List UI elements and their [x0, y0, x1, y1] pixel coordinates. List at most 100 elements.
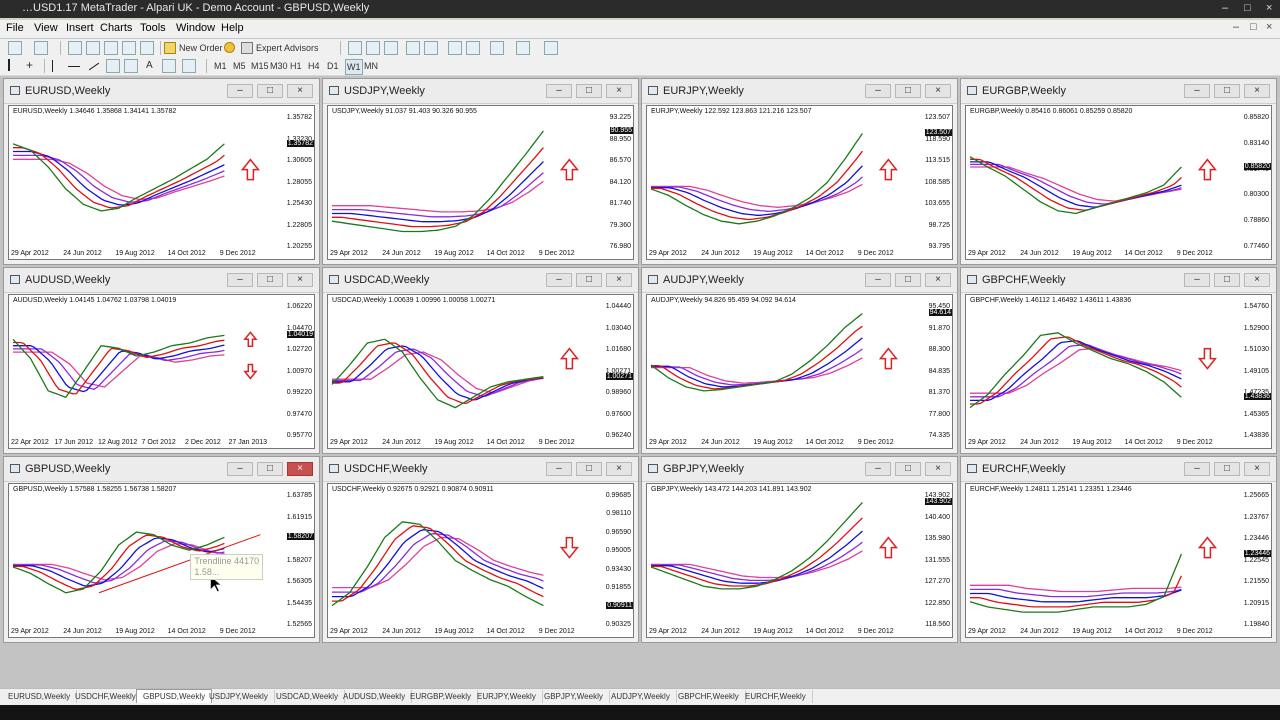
chart-close-button[interactable]: × — [606, 273, 632, 287]
timeframe-d1[interactable]: D1 — [327, 61, 339, 71]
chart-tab[interactable]: GBPJPY,Weekly — [538, 690, 610, 703]
chart-tab[interactable]: AUDUSD,Weekly — [337, 690, 413, 703]
chart-plot-area[interactable]: GBPJPY,Weekly 143.472 144.203 141.891 14… — [646, 483, 953, 638]
menu-insert[interactable]: Insert — [66, 22, 94, 34]
chart-maximize-button[interactable]: □ — [895, 84, 921, 98]
chart-plot-area[interactable]: EURUSD,Weekly 1.34646 1.35868 1.34141 1.… — [8, 105, 315, 260]
chart-plot-area[interactable]: USDCHF,Weekly 0.92675 0.92921 0.90874 0.… — [327, 483, 634, 638]
chart-tab[interactable]: USDCAD,Weekly — [270, 690, 346, 703]
timeframe-m30[interactable]: M30 — [270, 61, 288, 71]
chart-maximize-button[interactable]: □ — [1214, 273, 1240, 287]
minimize-window-button[interactable]: – — [1222, 2, 1229, 14]
text-tool-icon[interactable]: A — [146, 60, 153, 71]
new-order-button[interactable]: New Order — [179, 43, 223, 53]
chart-close-button[interactable]: × — [287, 84, 313, 98]
chart-window-titlebar[interactable]: EURGBP,Weekly – □ × — [961, 79, 1276, 104]
chart-tab[interactable]: GBPUSD,Weekly — [136, 689, 213, 703]
chart-close-button[interactable]: × — [287, 462, 313, 476]
close-window-button[interactable]: × — [1266, 2, 1273, 14]
timeframe-h4[interactable]: H4 — [308, 61, 320, 71]
chart-minimize-button[interactable]: – — [227, 84, 253, 98]
chart-window-titlebar[interactable]: GBPUSD,Weekly – □ × — [4, 457, 319, 482]
chart-tab[interactable]: USDJPY,Weekly — [203, 690, 275, 703]
terminal-icon[interactable] — [122, 41, 136, 55]
timeframe-m5[interactable]: M5 — [233, 61, 246, 71]
navigator-icon[interactable] — [104, 41, 118, 55]
zoom-out-icon[interactable] — [424, 41, 438, 55]
chart-tab[interactable]: EURUSD,Weekly — [2, 690, 78, 703]
chart-window-titlebar[interactable]: GBPCHF,Weekly – □ × — [961, 268, 1276, 293]
chart-window-eurgbp[interactable]: EURGBP,Weekly – □ × EURGBP,Weekly 0.8541… — [960, 78, 1277, 265]
chart-tab[interactable]: USDCHF,Weekly — [69, 690, 143, 703]
timeframe-m15[interactable]: M15 — [251, 61, 269, 71]
chart-window-usdjpy[interactable]: USDJPY,Weekly – □ × USDJPY,Weekly 91.037… — [322, 78, 639, 265]
fibonacci-icon[interactable] — [124, 59, 138, 73]
periods-icon[interactable] — [516, 41, 530, 55]
market-watch-icon[interactable] — [68, 41, 82, 55]
chart-window-titlebar[interactable]: USDJPY,Weekly – □ × — [323, 79, 638, 104]
text-label-icon[interactable] — [162, 59, 176, 73]
profiles-icon[interactable] — [34, 41, 48, 55]
indicators-icon[interactable] — [490, 41, 504, 55]
chart-maximize-button[interactable]: □ — [576, 462, 602, 476]
chart-close-button[interactable]: × — [1244, 84, 1270, 98]
chart-window-eurjpy[interactable]: EURJPY,Weekly – □ × EURJPY,Weekly 122.59… — [641, 78, 958, 265]
menu-window[interactable]: Window — [176, 22, 216, 34]
chart-plot-area[interactable]: GBPUSD,Weekly 1.57588 1.58255 1.56738 1.… — [8, 483, 315, 638]
chart-window-titlebar[interactable]: EURCHF,Weekly – □ × — [961, 457, 1276, 482]
chart-plot-area[interactable]: USDJPY,Weekly 91.037 91.403 90.326 90.95… — [327, 105, 634, 260]
chart-maximize-button[interactable]: □ — [895, 462, 921, 476]
chart-window-titlebar[interactable]: EURJPY,Weekly – □ × — [642, 79, 957, 104]
line-chart-icon[interactable] — [384, 41, 398, 55]
chart-window-usdchf[interactable]: USDCHF,Weekly – □ × USDCHF,Weekly 0.9267… — [322, 456, 639, 643]
chart-window-eurchf[interactable]: EURCHF,Weekly – □ × EURCHF,Weekly 1.2481… — [960, 456, 1277, 643]
candlestick-icon[interactable] — [366, 41, 380, 55]
chart-tab[interactable]: EURGBP,Weekly — [404, 690, 479, 703]
chart-close-button[interactable]: × — [606, 462, 632, 476]
chart-window-titlebar[interactable]: AUDUSD,Weekly – □ × — [4, 268, 319, 293]
new-chart-icon[interactable] — [8, 41, 22, 55]
timeframe-mn[interactable]: MN — [364, 61, 378, 71]
chart-minimize-button[interactable]: – — [546, 462, 572, 476]
chart-close-button[interactable]: × — [1244, 462, 1270, 476]
chart-maximize-button[interactable]: □ — [257, 84, 283, 98]
chart-minimize-button[interactable]: – — [227, 462, 253, 476]
zoom-in-icon[interactable] — [406, 41, 420, 55]
chart-plot-area[interactable]: EURJPY,Weekly 122.592 123.863 121.216 12… — [646, 105, 953, 260]
chart-minimize-button[interactable]: – — [1184, 462, 1210, 476]
metaeditor-icon[interactable] — [224, 42, 235, 53]
chart-window-usdcad[interactable]: USDCAD,Weekly – □ × USDCAD,Weekly 1.0063… — [322, 267, 639, 454]
chart-close-button[interactable]: × — [287, 273, 313, 287]
mdi-restore-button[interactable]: □ — [1250, 21, 1257, 33]
maximize-window-button[interactable]: □ — [1244, 2, 1251, 14]
chart-plot-area[interactable]: AUDUSD,Weekly 1.04145 1.04762 1.03798 1.… — [8, 294, 315, 449]
vertical-line-icon[interactable] — [52, 60, 53, 72]
timeframe-w1[interactable]: W1 — [345, 59, 363, 75]
chart-close-button[interactable]: × — [925, 462, 951, 476]
horizontal-line-icon[interactable] — [68, 66, 80, 67]
chart-maximize-button[interactable]: □ — [576, 84, 602, 98]
chart-maximize-button[interactable]: □ — [257, 273, 283, 287]
chart-minimize-button[interactable]: – — [546, 273, 572, 287]
mdi-close-button[interactable]: × — [1266, 21, 1273, 33]
chart-plot-area[interactable]: EURGBP,Weekly 0.85416 0.86061 0.85259 0.… — [965, 105, 1272, 260]
arrows-icon[interactable] — [182, 59, 196, 73]
timeframe-h1[interactable]: H1 — [290, 61, 302, 71]
menu-tools[interactable]: Tools — [140, 22, 166, 34]
crosshair-icon[interactable]: + — [26, 58, 34, 72]
chart-maximize-button[interactable]: □ — [1214, 462, 1240, 476]
chart-window-titlebar[interactable]: AUDJPY,Weekly – □ × — [642, 268, 957, 293]
chart-window-titlebar[interactable]: USDCAD,Weekly – □ × — [323, 268, 638, 293]
chart-window-titlebar[interactable]: USDCHF,Weekly – □ × — [323, 457, 638, 482]
chart-tab[interactable]: EURJPY,Weekly — [471, 690, 543, 703]
chart-minimize-button[interactable]: – — [1184, 273, 1210, 287]
cursor-icon[interactable] — [8, 59, 18, 71]
chart-minimize-button[interactable]: – — [546, 84, 572, 98]
chart-plot-area[interactable]: USDCAD,Weekly 1.00639 1.00996 1.00058 1.… — [327, 294, 634, 449]
chart-close-button[interactable]: × — [606, 84, 632, 98]
mdi-minimize-button[interactable]: – — [1233, 21, 1240, 33]
data-window-icon[interactable] — [86, 41, 100, 55]
chart-window-audusd[interactable]: AUDUSD,Weekly – □ × AUDUSD,Weekly 1.0414… — [3, 267, 320, 454]
trendline-icon[interactable] — [88, 62, 100, 71]
strategy-tester-icon[interactable] — [140, 41, 154, 55]
